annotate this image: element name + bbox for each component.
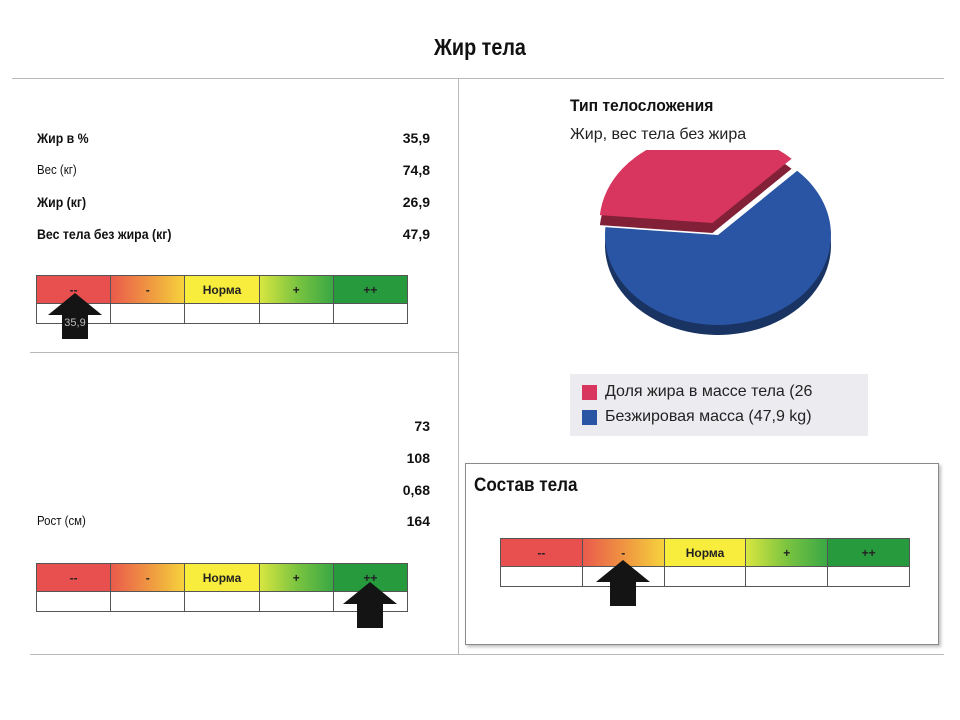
row-label-lean-mass: Вес тела без жира (кг) xyxy=(37,226,172,242)
legend-item-fat: Доля жира в массе тела (26 xyxy=(582,383,812,401)
fat-scale-marker-label: 35,9 xyxy=(64,317,86,329)
legend-label-fat: Доля жира в массе тела (26 xyxy=(605,383,813,400)
scale-segment-high: + xyxy=(259,564,334,591)
legend-label-lean: Безжировая масса (47,9 kg) xyxy=(605,408,812,425)
scale-segment-normal: Норма xyxy=(185,276,260,303)
scale-segment-high: + xyxy=(259,276,334,303)
row-label-weight: Вес (кг) xyxy=(37,162,77,177)
row-value-height: 164 xyxy=(406,513,430,529)
legend-swatch-lean xyxy=(582,409,597,425)
fat-scale-marker-arrow-icon: 35,9 xyxy=(48,293,102,339)
scale-segment-low: - xyxy=(111,276,186,303)
scale-segment-very-high: ++ xyxy=(828,539,909,566)
row-value-body-1: 73 xyxy=(414,418,430,434)
scale-ticks xyxy=(36,304,408,324)
center-divider xyxy=(458,78,459,654)
top-divider xyxy=(12,78,944,79)
legend-swatch-fat xyxy=(582,384,597,400)
pie-slice-lean xyxy=(605,170,831,325)
row-value-weight: 74,8 xyxy=(402,162,430,178)
scale-segment-very-low: -- xyxy=(501,539,583,566)
row-value-fat-kg: 26,9 xyxy=(402,194,430,210)
row-label-fat-kg: Жир (кг) xyxy=(37,194,87,210)
pie-title: Тип телосложения xyxy=(570,96,714,115)
scale-segment-low: - xyxy=(111,564,186,591)
pie-subtitle: Жир, вес тела без жира xyxy=(570,126,747,143)
composition-scale-marker-arrow-icon xyxy=(596,560,650,606)
body-composition-panel: Состав тела -- - Норма + ++ xyxy=(465,463,939,645)
pie-legend: Доля жира в массе тела (26 Безжировая ма… xyxy=(570,374,868,436)
body-scale-marker-arrow-icon xyxy=(343,582,397,628)
scale-ticks xyxy=(36,592,408,612)
scale-segment-normal: Норма xyxy=(185,564,260,591)
body-scale: -- - Норма + ++ xyxy=(36,563,408,615)
panel-title: Состав тела xyxy=(474,475,578,496)
row-value-body-3: 0,68 xyxy=(402,482,430,498)
row-label-fat-percent: Жир в % xyxy=(37,130,89,146)
scale-bar: -- - Норма + ++ xyxy=(500,538,910,567)
row-value-fat-percent: 35,9 xyxy=(402,130,430,146)
scale-segment-very-high: ++ xyxy=(333,276,408,303)
scale-segment-high: + xyxy=(746,539,829,566)
legend-item-lean: Безжировая масса (47,9 kg) xyxy=(582,408,812,426)
left-middle-divider xyxy=(30,352,458,353)
scale-ticks xyxy=(500,567,910,587)
row-label-height: Рост (см) xyxy=(37,513,86,528)
row-value-lean-mass: 47,9 xyxy=(402,226,430,242)
scale-segment-normal: Норма xyxy=(664,539,747,566)
scale-bar: -- - Норма + ++ xyxy=(36,563,408,592)
physique-pie-chart xyxy=(599,150,831,335)
row-value-body-2: 108 xyxy=(406,450,430,466)
scale-segment-very-low: -- xyxy=(37,564,112,591)
composition-scale: -- - Норма + ++ xyxy=(500,538,910,590)
pie-slice-fat xyxy=(599,150,792,223)
page-title: Жир тела xyxy=(434,34,526,60)
bottom-divider xyxy=(30,654,944,655)
